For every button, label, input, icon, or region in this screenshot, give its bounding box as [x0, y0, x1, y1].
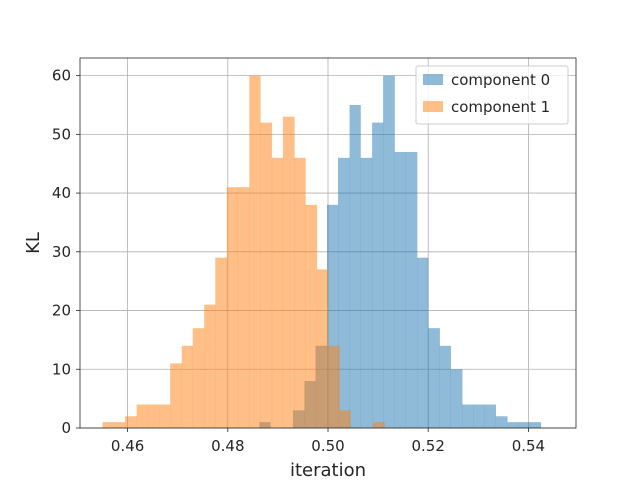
histogram-bar — [282, 116, 295, 428]
histogram-bar — [102, 422, 115, 428]
histogram-bar — [507, 422, 519, 428]
histogram-bar — [417, 257, 429, 428]
histogram-bar — [484, 404, 497, 428]
legend-swatch — [423, 101, 443, 112]
histogram-bar — [136, 404, 148, 428]
histogram-bar — [226, 187, 239, 428]
histogram-bar — [249, 75, 261, 428]
y-axis-ticks: 0 10 20 30 40 50 60 — [52, 67, 80, 437]
y-tick-label: 50 — [52, 125, 71, 143]
histogram-bar — [114, 422, 126, 428]
histogram-bar — [328, 345, 340, 428]
y-tick-label: 20 — [52, 302, 71, 320]
x-tick-label: 0.52 — [411, 437, 444, 455]
histogram-bar — [495, 416, 508, 428]
histogram-bar — [462, 404, 474, 428]
histogram-bar — [305, 204, 318, 428]
legend-swatch — [423, 74, 443, 85]
histogram-bar — [326, 204, 339, 428]
histogram-bar — [170, 363, 182, 428]
histogram-bar — [294, 157, 306, 429]
histogram-bar — [405, 151, 418, 428]
series-1-bars — [102, 75, 385, 429]
legend: component 0 component 1 — [415, 65, 569, 125]
histogram-bar — [237, 187, 250, 428]
x-tick-label: 0.46 — [111, 437, 144, 455]
histogram-bar — [394, 151, 406, 428]
x-tick-label: 0.54 — [512, 437, 545, 455]
histogram-bar — [360, 157, 373, 429]
y-tick-label: 0 — [61, 419, 71, 437]
x-axis-label: iteration — [290, 460, 366, 480]
histogram-bar — [450, 369, 463, 428]
histogram-bar — [473, 404, 486, 428]
histogram-bar — [260, 122, 273, 428]
histogram-bar — [215, 257, 227, 428]
x-tick-label: 0.50 — [311, 437, 344, 455]
legend-frame — [415, 65, 569, 125]
histogram-bar — [339, 410, 351, 428]
histogram-bar — [373, 422, 385, 428]
histogram-bar — [271, 157, 284, 429]
histogram-bar — [518, 422, 531, 428]
y-tick-label: 30 — [52, 243, 71, 261]
histogram-bar — [383, 75, 395, 428]
histogram-bar — [349, 104, 361, 428]
histogram-bar — [181, 345, 193, 428]
legend-label: component 0 — [451, 71, 550, 89]
histogram-bar — [125, 416, 137, 428]
y-axis-label: KL — [23, 232, 44, 254]
legend-label: component 1 — [451, 98, 550, 116]
histogram-bar — [204, 304, 216, 428]
y-tick-label: 40 — [52, 184, 71, 202]
histogram-bar — [316, 269, 329, 428]
y-tick-label: 60 — [52, 67, 71, 85]
histogram-bar — [147, 404, 160, 428]
histogram-bar — [192, 328, 205, 428]
histogram-bar — [159, 404, 171, 428]
x-axis-ticks: 0.46 0.48 0.50 0.52 0.54 — [111, 428, 545, 455]
x-tick-label: 0.48 — [211, 437, 244, 455]
histogram-bar — [529, 422, 542, 428]
bars — [102, 75, 542, 429]
histogram-bar — [439, 345, 451, 428]
histogram-bar — [372, 122, 384, 428]
y-tick-label: 10 — [52, 360, 71, 378]
histogram-bar — [338, 157, 350, 429]
histogram-bar — [428, 328, 440, 428]
